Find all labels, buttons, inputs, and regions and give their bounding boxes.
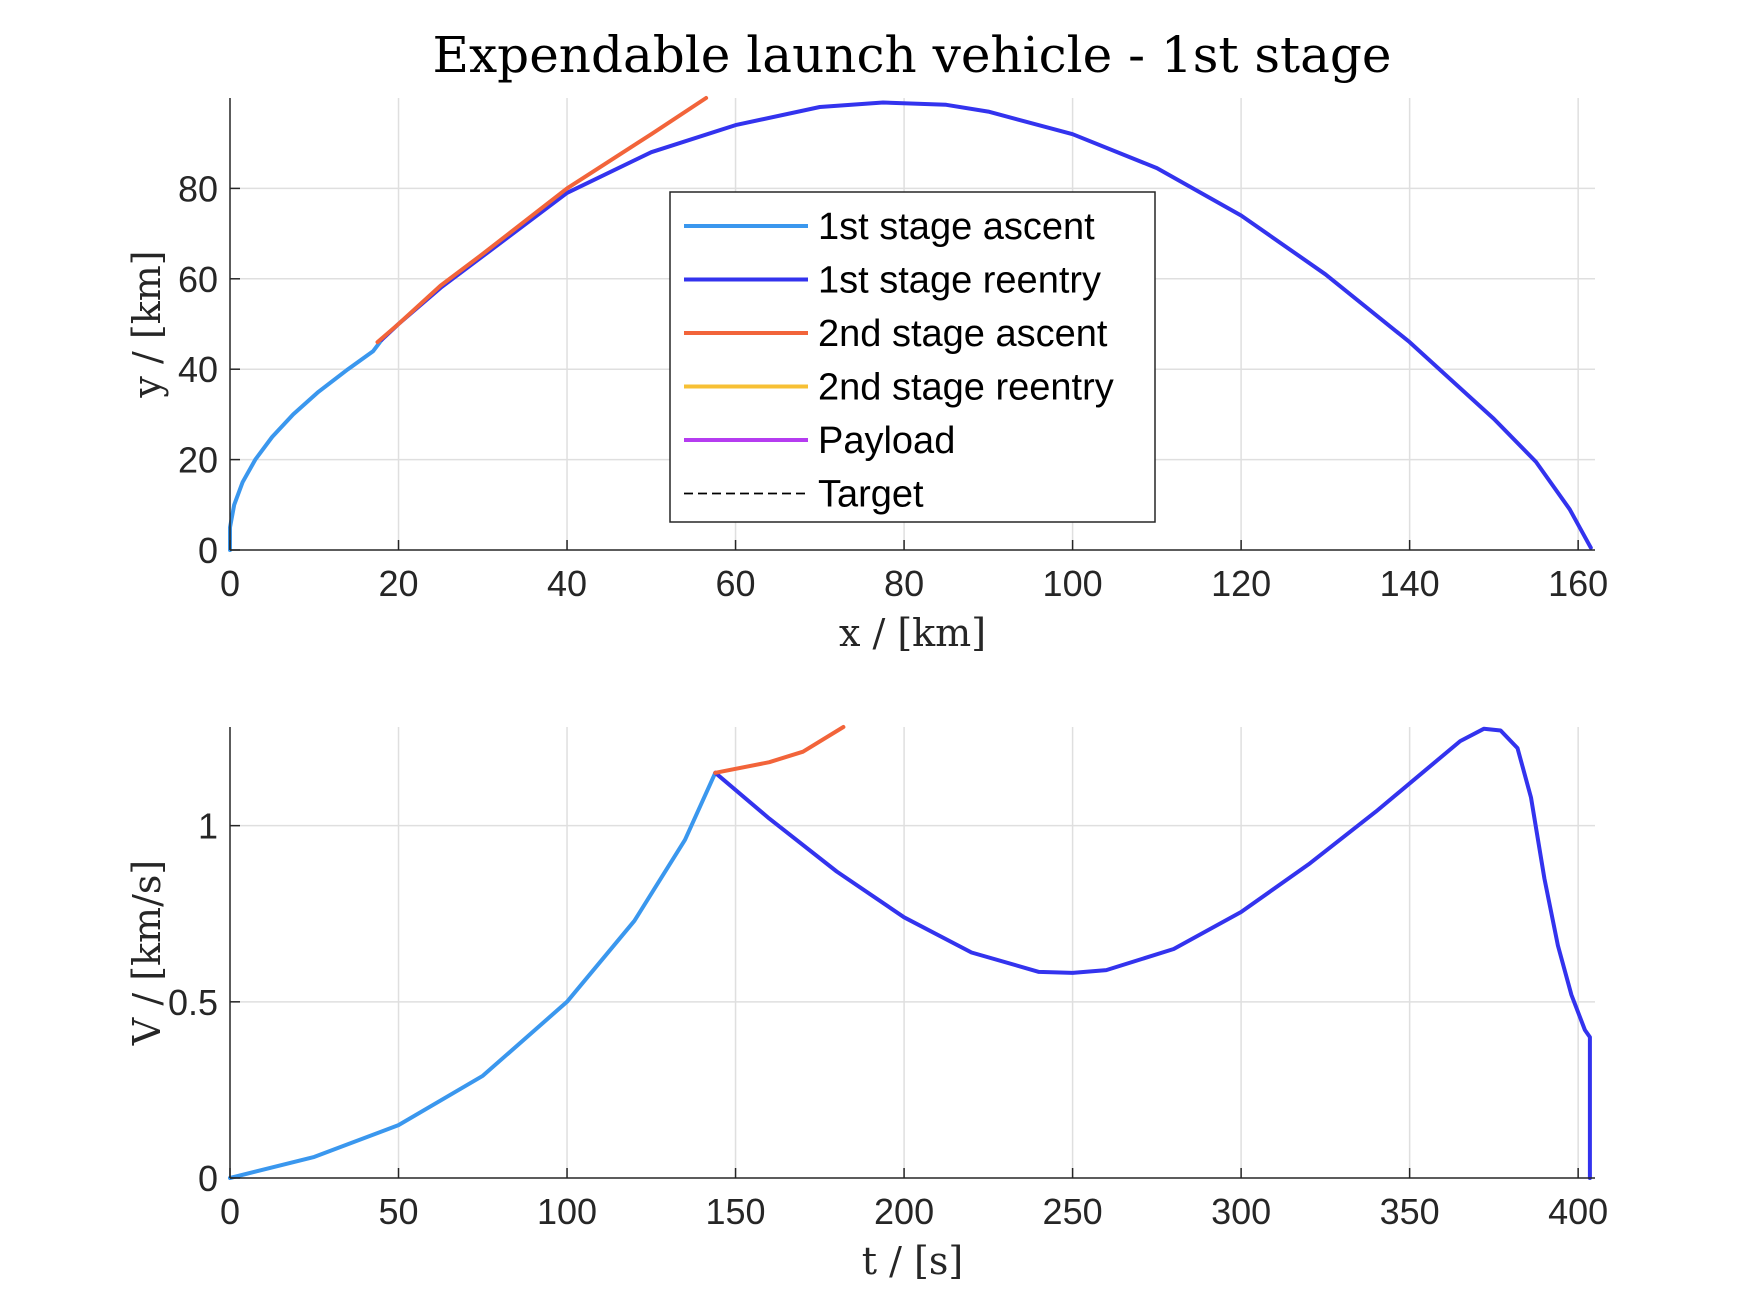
- trajectory-xtick-label-5: 100: [1043, 563, 1103, 604]
- trajectory-plot: 0 20 40 60 80 100 120 140 160 0 20 40 60 80 x / [km] y …: [125, 96, 1608, 655]
- legend: 1st stage ascent 1st stage reentry 2nd sta…: [669, 191, 1156, 523]
- trajectory-ytick-label-2: 40: [178, 349, 218, 390]
- velocity-ytick-label-2: 1: [198, 806, 218, 847]
- trajectory-xtick-label-4: 80: [884, 563, 924, 604]
- chart-title: Expendable launch vehicle - 1st stage: [432, 26, 1391, 84]
- velocity-series-1st-stage-ascent: [228, 770, 718, 1180]
- trajectory-series-1st-stage-reentry: [379, 100, 1593, 550]
- trajectory-xtick-label-3: 60: [716, 563, 756, 604]
- velocity-xtick-label-1: 50: [378, 1191, 418, 1232]
- legend-label-2nd-stage-reentry: 2nd stage reentry: [818, 367, 1114, 409]
- trajectory-series-2nd-stage-ascent: [375, 96, 709, 345]
- velocity-xtick-label-2: 100: [537, 1191, 597, 1232]
- legend-label-1st-stage-reentry: 1st stage reentry: [818, 260, 1101, 302]
- legend-label-payload: Payload: [818, 420, 955, 462]
- velocity-xlabel: t / [s]: [862, 1239, 963, 1283]
- trajectory-ytick-label-4: 80: [178, 168, 218, 209]
- legend-label-target: Target: [818, 474, 924, 516]
- legend-label-2nd-stage-ascent: 2nd stage ascent: [818, 313, 1108, 355]
- velocity-series-2nd-stage-ascent: [713, 725, 846, 775]
- trajectory-xtick-label-0: 0: [220, 563, 240, 604]
- trajectory-xtick-label-7: 140: [1380, 563, 1440, 604]
- velocity-series-1st-stage-reentry: [713, 726, 1592, 1180]
- legend-label-1st-stage-ascent: 1st stage ascent: [818, 206, 1095, 248]
- trajectory-xtick-label-2: 40: [547, 563, 587, 604]
- velocity-xtick-label-6: 300: [1211, 1191, 1271, 1232]
- trajectory-series-1st-stage-ascent: [228, 337, 384, 552]
- velocity-plot: 0 50 100 150 200 250 300 350 400 0 0.5 1 t / [s] V / …: [125, 725, 1608, 1283]
- velocity-xtick-label-3: 150: [706, 1191, 766, 1232]
- velocity-ytick-label-0: 0: [198, 1158, 218, 1199]
- trajectory-ytick-label-3: 60: [178, 259, 218, 300]
- velocity-xtick-label-0: 0: [220, 1191, 240, 1232]
- trajectory-ylabel: y / [km]: [125, 250, 169, 398]
- velocity-xtick-label-4: 200: [874, 1191, 934, 1232]
- velocity-ytick-label-1: 0.5: [168, 982, 218, 1023]
- velocity-ylabel: V / [km/s]: [125, 860, 169, 1046]
- velocity-xtick-label-7: 350: [1380, 1191, 1440, 1232]
- trajectory-ytick-label-0: 0: [198, 530, 218, 571]
- trajectory-xtick-label-6: 120: [1211, 563, 1271, 604]
- trajectory-xlabel: x / [km]: [839, 611, 986, 655]
- trajectory-xtick-label-1: 20: [378, 563, 418, 604]
- trajectory-ytick-label-1: 20: [178, 440, 218, 481]
- legend-box: [669, 191, 1156, 523]
- trajectory-xtick-label-8: 160: [1548, 563, 1608, 604]
- velocity-xtick-label-5: 250: [1043, 1191, 1103, 1232]
- velocity-xtick-label-8: 400: [1548, 1191, 1608, 1232]
